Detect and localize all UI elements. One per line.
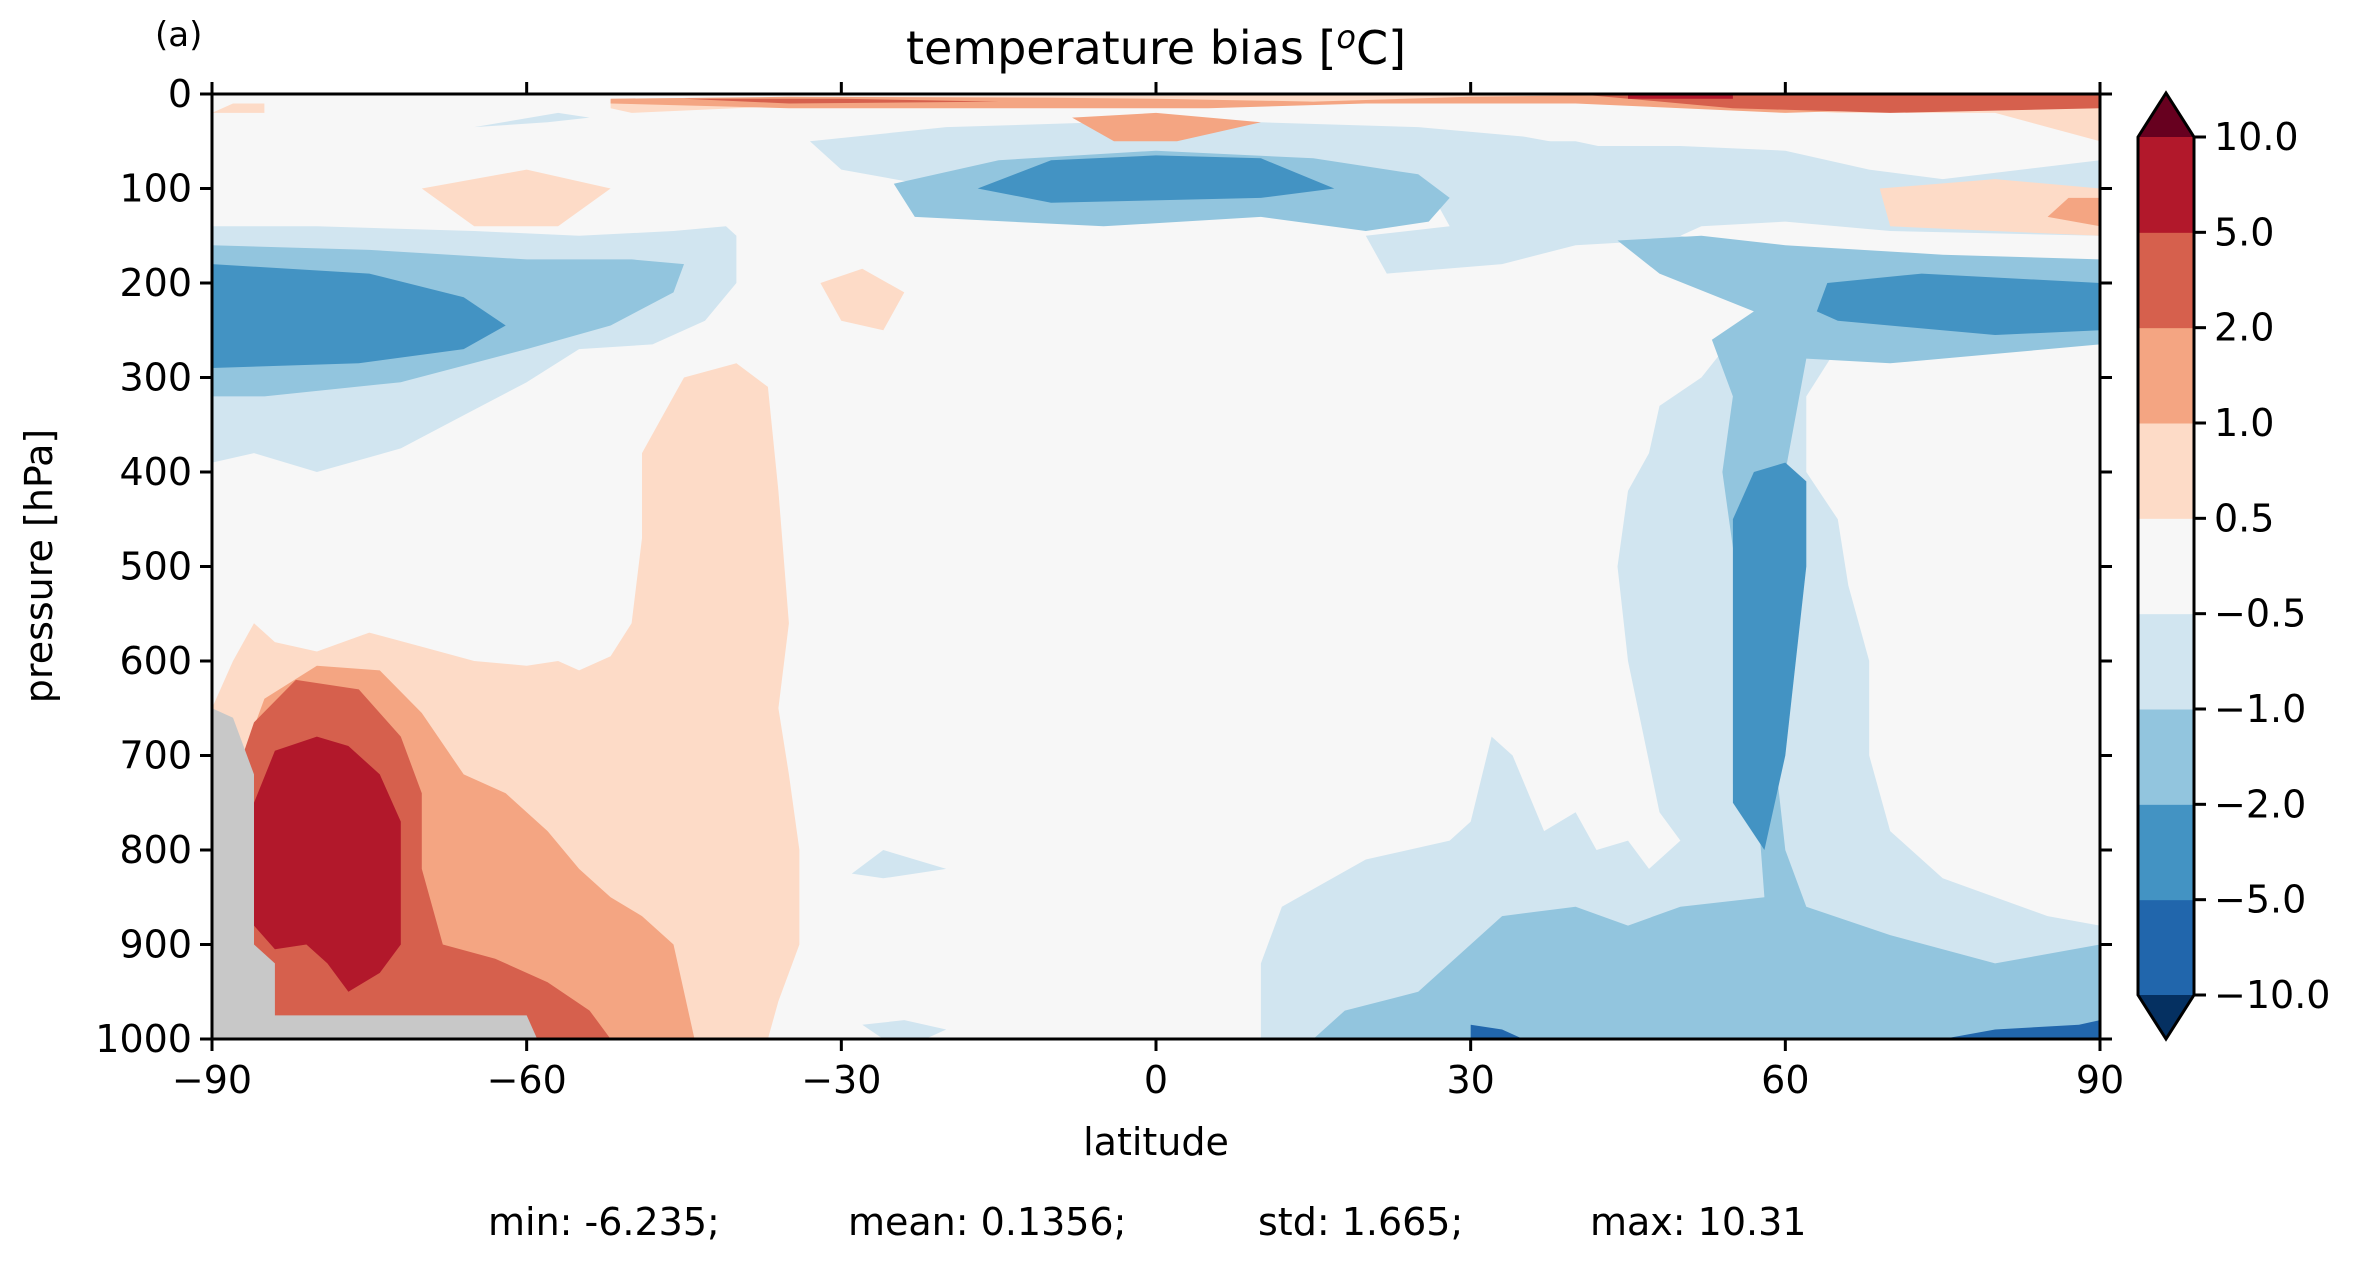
y-tick-label: 1000 [95, 1017, 192, 1061]
x-tick-label: −90 [172, 1058, 252, 1102]
x-tick-label: 60 [1761, 1058, 1809, 1102]
stat-max: max: 10.31 [1590, 1200, 1806, 1244]
x-tick-label: 30 [1446, 1058, 1494, 1102]
statistics-line: min: -6.235; mean: 0.1356; std: 1.665; m… [488, 1200, 1806, 1244]
x-axis: −90 −60 −30 0 30 60 90 [172, 82, 2124, 1102]
x-tick-label: 90 [2076, 1058, 2124, 1102]
y-tick-label: 800 [119, 828, 192, 872]
y-tick-label: 400 [119, 450, 192, 494]
stat-std: std: 1.665; [1258, 1200, 1463, 1244]
colorbar-tick-label: 10.0 [2214, 115, 2299, 159]
y-axis: 0 100 200 300 400 500 600 700 800 900 1000 [95, 72, 2112, 1061]
colorbar-segment [2138, 899, 2194, 996]
colorbar-segment [2138, 327, 2194, 424]
y-tick-label: 900 [119, 923, 192, 967]
plot-area [212, 94, 2100, 1039]
contour-region-28 [2047, 197, 2100, 227]
colorbar-tick-label: −2.0 [2214, 782, 2306, 826]
colorbar-segment [2138, 613, 2194, 710]
contour-region-9 [977, 155, 1335, 203]
contour-region-15 [1481, 141, 1607, 151]
contour-region-27 [1072, 112, 1261, 142]
colorbar-segment [2138, 709, 2194, 805]
contour-region-3 [254, 736, 401, 992]
y-tick-label: 100 [119, 167, 192, 211]
contour-region-11 [1816, 273, 2100, 335]
colorbar: −10.0 −5.0 −2.0 −1.0 −0.5 0.5 1.0 2.0 5.0 10.0 [2136, 90, 2330, 1042]
panel-label: (a) [155, 15, 202, 55]
y-tick-label: 0 [168, 72, 192, 116]
x-axis-label: latitude [1083, 1120, 1229, 1164]
colorbar-segment [2138, 423, 2194, 519]
missing-data-mask [212, 708, 538, 1039]
colorbar-tick-label: −5.0 [2214, 878, 2306, 922]
contour-fills [212, 94, 2100, 1039]
contour-region-6 [212, 264, 506, 368]
x-tick-label: −30 [801, 1058, 881, 1102]
contour-region-24 [1575, 94, 2100, 113]
y-tick-label: 200 [119, 261, 192, 305]
x-tick-label: −60 [487, 1058, 567, 1102]
contour-region-23 [684, 98, 999, 104]
colorbar-tick-label: 5.0 [2214, 210, 2274, 254]
colorbar-segment [2138, 232, 2194, 329]
contour-region-12 [1732, 462, 1807, 850]
contour-region-14 [1942, 1020, 2100, 1039]
colorbar-tick-label: 0.5 [2214, 496, 2274, 540]
colorbar-tick-label: 1.0 [2214, 401, 2274, 445]
stat-min: min: -6.235; [488, 1200, 720, 1244]
colorbar-tick-label: 2.0 [2214, 306, 2274, 350]
colorbar-tick-label: −10.0 [2214, 973, 2330, 1017]
contour-region-17 [851, 850, 947, 879]
contour-region-13 [1470, 1024, 1524, 1039]
y-tick-label: 300 [119, 356, 192, 400]
contour-region-29 [862, 1020, 947, 1039]
contour-region-20 [820, 268, 905, 331]
chart-title: temperature bias [oC] [906, 18, 1406, 75]
colorbar-segment [2138, 137, 2194, 233]
y-tick-label: 600 [119, 639, 192, 683]
x-tick-label: 0 [1144, 1058, 1168, 1102]
colorbar-tick-label: −1.0 [2214, 687, 2306, 731]
colorbar-segment [2138, 518, 2194, 615]
colorbar-extend-min [2138, 995, 2194, 1039]
colorbar-segment [2138, 804, 2194, 901]
colorbar-extend-max [2138, 93, 2194, 137]
y-tick-label: 500 [119, 545, 192, 589]
y-tick-label: 700 [119, 734, 192, 778]
stat-mean: mean: 0.1356; [848, 1200, 1126, 1244]
missing-region-0 [212, 708, 538, 1039]
contour-region-19 [421, 169, 611, 227]
contour-region-26 [1879, 179, 2100, 236]
y-axis-label: pressure [hPa] [17, 429, 61, 703]
contour-region-18 [212, 103, 265, 113]
contour-region-16 [474, 112, 590, 128]
colorbar-tick-label: −0.5 [2214, 592, 2306, 636]
